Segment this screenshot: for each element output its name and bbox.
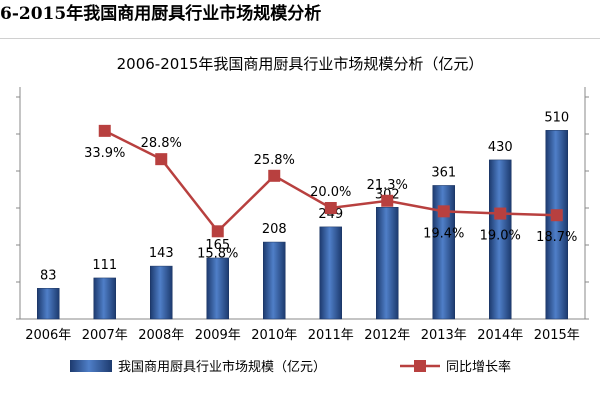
bar-value-label-7: 361: [431, 165, 456, 180]
bar-2: [150, 265, 173, 320]
bar-value-label-5: 249: [318, 207, 343, 222]
bar-value-label-2: 143: [149, 246, 174, 261]
growth-point-3: [211, 225, 224, 238]
growth-label-6: 21.3%: [367, 178, 408, 193]
x-tick-label-8: 2014年: [477, 328, 523, 343]
bar-4: [263, 241, 286, 320]
growth-point-8: [494, 207, 507, 220]
x-tick-label-2: 2008年: [138, 328, 184, 343]
growth-point-7: [437, 205, 450, 218]
bar-value-label-4: 208: [262, 222, 287, 237]
bar-value-label-0: 83: [40, 268, 57, 283]
bar-0: [37, 288, 60, 320]
x-tick-label-6: 2012年: [364, 328, 410, 343]
x-tick-label-5: 2011年: [308, 328, 354, 343]
bar-7: [432, 185, 455, 320]
bar-6: [376, 207, 399, 320]
x-tick-label-3: 2009年: [195, 328, 241, 343]
x-tick-label-0: 2006年: [25, 328, 71, 343]
growth-point-6: [381, 194, 394, 207]
legend-line-marker: [414, 360, 426, 372]
growth-point-2: [155, 153, 168, 166]
chart: 2006-2015年我国商用厨具行业市场规模分析（亿元） 83 111 143 165…: [16, 55, 589, 375]
bar-1: [93, 277, 116, 320]
bar-value-label-1: 111: [92, 258, 117, 273]
legend-bar-swatch: [70, 360, 112, 372]
x-tick-label-9: 2015年: [534, 328, 580, 343]
bar-value-label-9: 510: [544, 110, 569, 125]
growth-point-1: [98, 124, 111, 137]
bar-value-label-6: 302: [375, 187, 400, 202]
growth-label-1: 33.9%: [84, 146, 125, 161]
x-tick-label-1: 2007年: [82, 328, 128, 343]
growth-label-9: 18.7%: [536, 230, 577, 245]
bar-8: [489, 159, 512, 320]
legend-line-label: 同比增长率: [446, 359, 511, 375]
growth-label-3: 15.8%: [197, 246, 238, 261]
growth-label-5: 20.0%: [310, 185, 351, 200]
bar-value-label-8: 430: [488, 140, 513, 155]
x-tick-label-7: 2013年: [421, 328, 467, 343]
growth-point-9: [550, 209, 563, 222]
growth-label-8: 19.0%: [480, 229, 521, 244]
bar-9: [545, 130, 568, 320]
growth-label-4: 25.8%: [254, 153, 295, 168]
bar-value-label-3: 165: [205, 238, 230, 253]
x-tick-label-4: 2010年: [251, 328, 297, 343]
bar-3: [206, 257, 229, 320]
growth-label-7: 19.4%: [423, 226, 464, 241]
growth-point-4: [268, 169, 281, 182]
legend-bar-label: 我国商用厨具行业市场规模（亿元）: [118, 359, 326, 375]
page-heading: 6-2015年我国商用厨具行业市场规模分析: [0, 4, 322, 24]
growth-point-5: [324, 202, 337, 214]
chart-frame: 2006-2015年我国商用厨具行业市场规模分析（亿元） 83 111 143 165…: [0, 38, 600, 401]
bar-5: [319, 226, 342, 320]
chart-title: 2006-2015年我国商用厨具行业市场规模分析（亿元）: [117, 55, 484, 73]
growth-label-2: 28.8%: [141, 136, 182, 151]
